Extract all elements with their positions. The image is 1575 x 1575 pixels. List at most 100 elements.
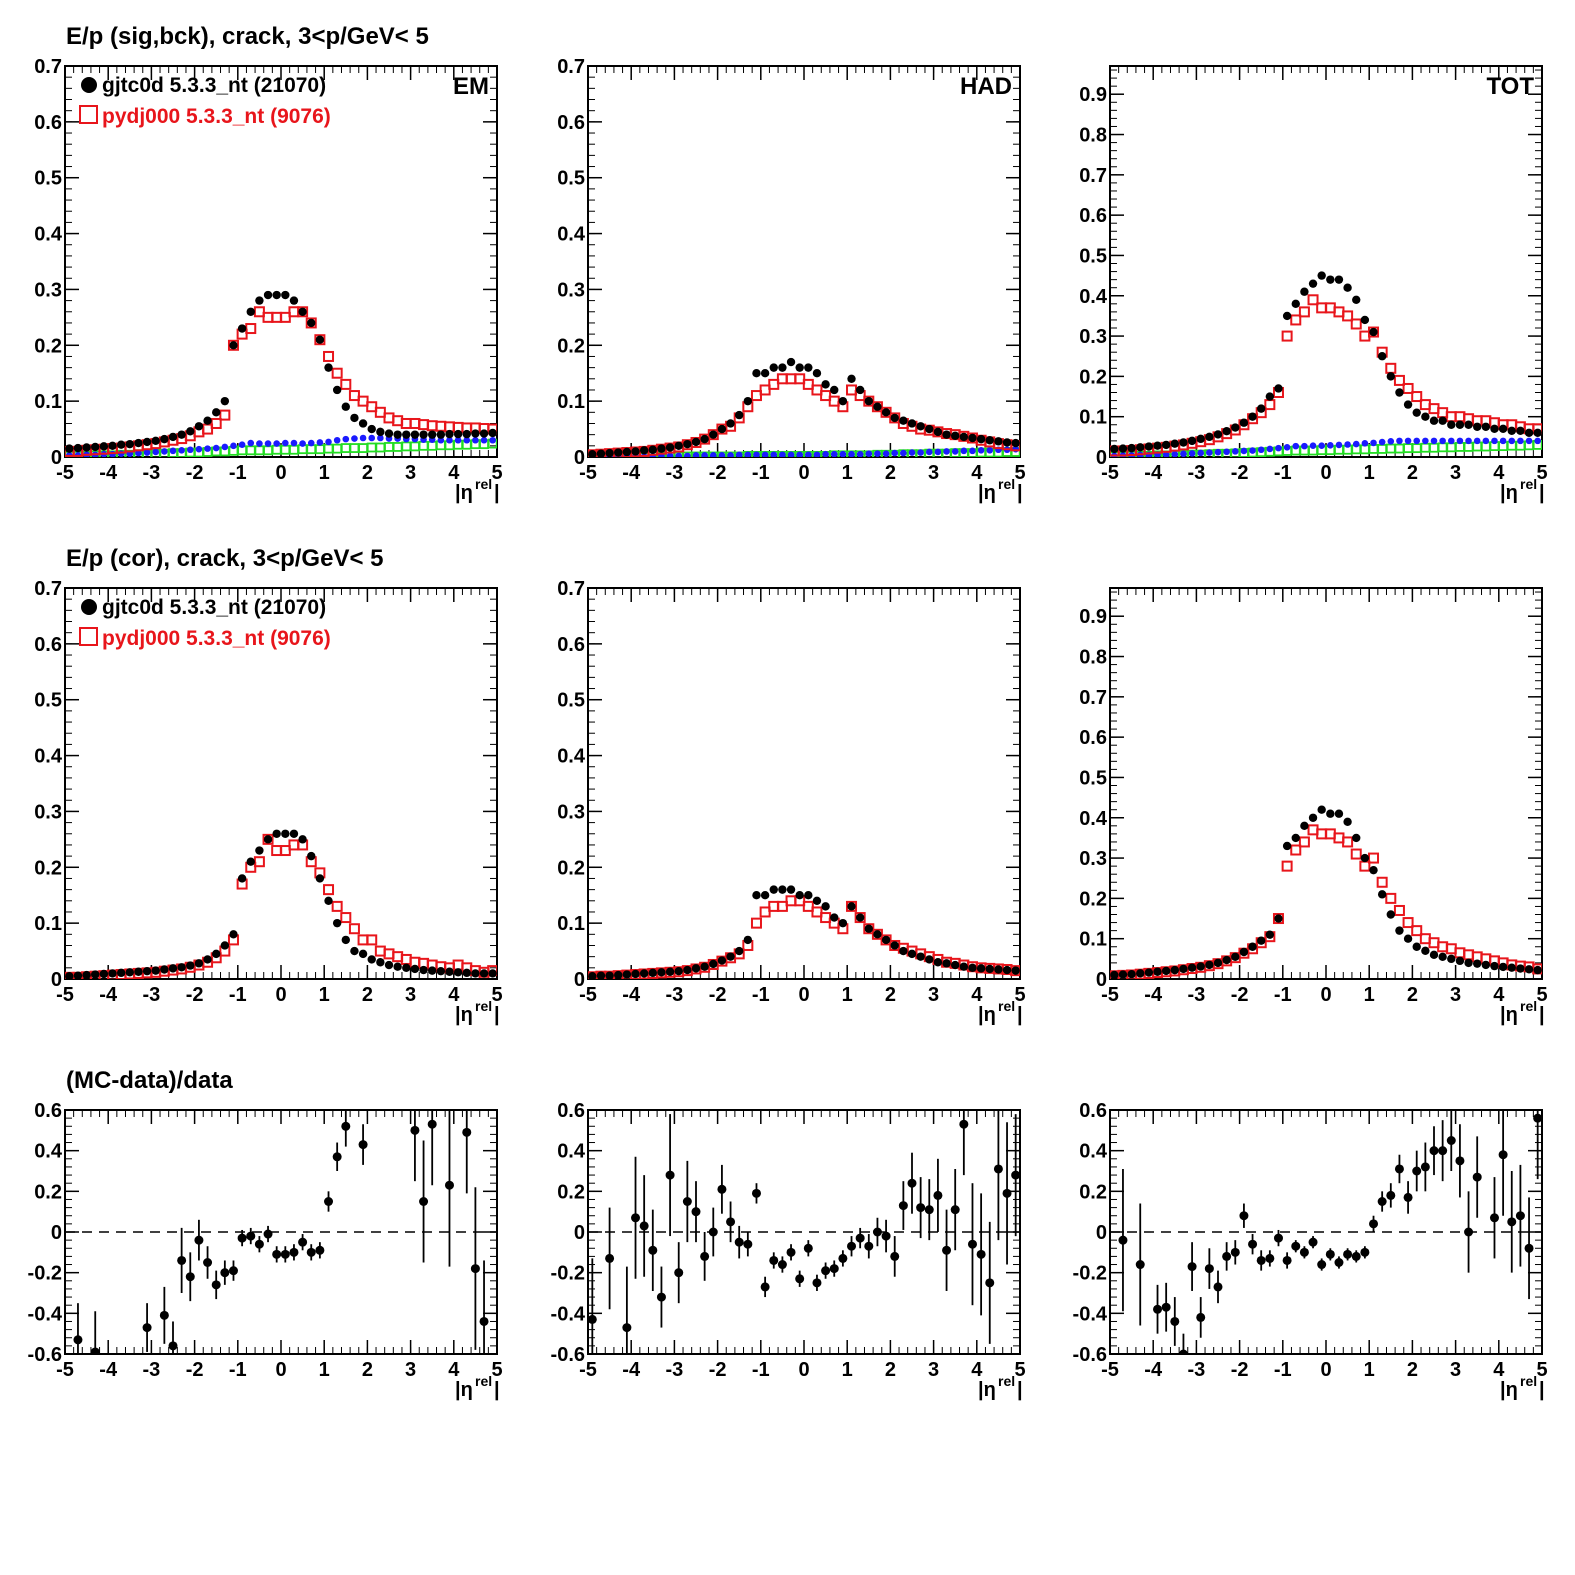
data-point [125,439,134,449]
x-tick-label: 4 [448,1359,460,1381]
row-title-bottom: (MC-data)/data [66,1067,233,1094]
data-point [665,1170,675,1180]
data-point-mc [750,917,762,929]
data-point [1489,1213,1499,1223]
data-point [1127,443,1136,453]
data-point [462,429,471,439]
data-point [1317,805,1326,814]
data-point [1265,392,1275,401]
data-point [272,1249,282,1259]
data-point [1334,809,1344,818]
data-point [967,1239,977,1249]
data-point [752,891,761,900]
data-point-blue [1413,437,1421,445]
legend-entry-data: gjtc0d 5.3.3_nt (21070) [102,596,326,619]
x-tick-label: 4 [1493,984,1505,1006]
y-tick-label: -0.6 [28,1344,62,1366]
x-tick-label: 0 [275,462,286,484]
data-point [838,396,848,406]
x-axis-title: |η [978,482,996,504]
data-point [1196,962,1205,971]
data-point-mc [811,906,823,918]
data-point [1011,438,1020,448]
data-point-blue [325,438,332,446]
x-axis-title: |η [455,1379,473,1401]
data-point [116,440,126,449]
data-point-mc [776,900,788,912]
data-point [847,902,856,911]
y-tick-label: 0.6 [34,634,62,656]
x-tick-label: -5 [579,984,597,1006]
data-point [1464,1227,1474,1237]
data-point [151,436,160,446]
data-point-mc [768,378,780,390]
data-point-blue [839,450,847,457]
data-point [1515,1211,1525,1221]
data-point [1205,432,1214,442]
x-tick-label: 3 [405,1359,416,1381]
data-point-blue [1180,450,1187,457]
data-point [254,1239,264,1249]
series-blue [1111,437,1541,457]
series-data [1110,271,1542,454]
y-tick-label: 0.3 [557,279,585,301]
data-point [1187,963,1197,972]
data-point [614,970,623,979]
data-point-blue [865,450,873,457]
data-point [639,446,649,455]
data-point-mc [331,900,343,912]
data-point [1498,424,1508,433]
data-point [73,443,83,453]
data-point-mc [871,928,883,940]
data-point-blue [333,436,341,444]
data-point-blue [1387,437,1395,445]
data-point-blue [735,451,743,457]
x-tick-label: 2 [362,462,373,484]
plot-area [588,357,1020,457]
data-point-blue [943,448,950,455]
legend: gjtc0d 5.3.3_nt (21070) pydj000 5.3.3_nt … [79,596,331,650]
data-point-mc [811,384,823,396]
x-tick-label: 3 [405,984,416,1006]
x-axis-title: |η [1500,482,1518,504]
x-tick-label: -3 [1188,462,1206,484]
data-point [1326,809,1335,818]
x-tick-label: -4 [99,984,118,1006]
data-point [1412,1166,1422,1176]
x-tick-label: -4 [622,1359,641,1381]
data-point-mc [374,406,386,418]
data-point-blue [805,451,812,457]
data-point [760,1282,770,1292]
data-point [700,434,709,444]
data-point-blue [454,436,462,444]
y-tick-label: 0.4 [1079,286,1108,308]
data-point-blue [316,439,324,446]
data-point [1533,965,1542,975]
data-point [925,955,934,964]
series-data [65,290,497,453]
data-point [916,422,925,431]
data-point [1394,1164,1404,1174]
data-point [864,924,873,933]
data-point [1248,1239,1258,1249]
x-axis-title-sup: rel [475,1373,492,1389]
data-point [735,410,744,420]
data-point [933,1190,943,1200]
data-point [951,960,960,970]
data-point [682,1197,692,1206]
data-point [99,442,109,451]
x-tick-label: 4 [1493,462,1505,484]
y-tick-label: 0.7 [557,578,585,600]
data-point [289,296,299,305]
x-tick-label: -3 [1188,984,1206,1006]
x-tick-label: 1 [1364,1359,1375,1381]
data-point [795,891,804,900]
data-point-mc [1385,892,1397,904]
data-point [444,1180,454,1190]
data-point [1429,416,1439,425]
y-tick-label: 0.8 [1079,647,1107,669]
data-point [1308,279,1318,288]
data-point [1135,1260,1145,1270]
data-point [1438,952,1447,962]
y-tick-label: 0.4 [557,746,586,768]
